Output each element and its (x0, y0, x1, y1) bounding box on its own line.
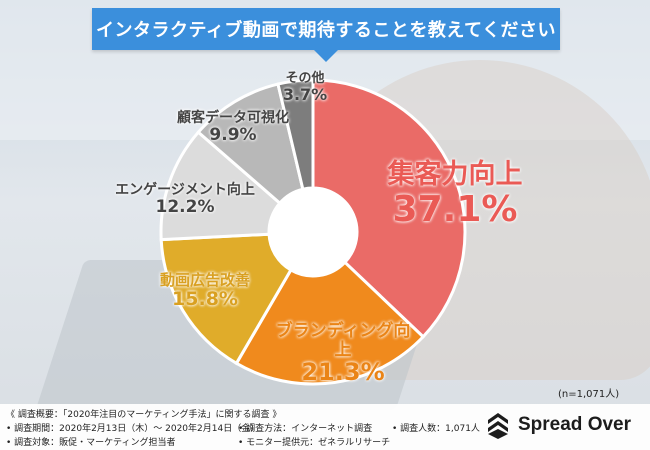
chart-title: インタラクティブ動画で期待することを教えてください (92, 8, 560, 50)
spread-over-logo-icon (488, 413, 508, 439)
slice-label: ブランディング向上 21.3% (268, 322, 418, 386)
survey-target: • 調査対象：販促・マーケティング担当者 (6, 438, 176, 448)
brand-name: Spread Over (518, 414, 631, 435)
slice-label: 顧客データ可視化 9.9% (158, 110, 308, 146)
brand-logo: Spread Over (484, 410, 631, 440)
slice-label-value: 37.1% (392, 188, 518, 230)
slice-label: その他 3.7% (270, 71, 340, 105)
donut-hole (269, 188, 357, 276)
survey-count: • 調査人数：1,071人 (392, 424, 480, 434)
survey-period: • 調査期間：2020年2月13日（木）～ 2020年2月14日（金） (6, 424, 260, 434)
pie-slice (311, 78, 467, 339)
slice-label-value: 3.7% (282, 85, 328, 105)
slice-label: 動画広告改善 15.8% (140, 272, 270, 309)
slice-label-value: 21.3% (301, 358, 385, 387)
slice-label-name: 顧客データ可視化 (177, 110, 289, 126)
survey-footer: 《 調査概要：「2020年注目のマーケティング手法」に関する調査 》 • 調査期… (0, 404, 650, 450)
slice-label-name: エンゲージメント向上 (115, 182, 255, 198)
slice-label: エンゲージメント向上 12.2% (100, 182, 270, 218)
survey-overview: 《 調査概要：「2020年注目のマーケティング手法」に関する調査 》 (6, 410, 282, 420)
slice-label-value: 9.9% (209, 125, 257, 146)
slice-label-name: 集客力向上 (387, 159, 523, 190)
slice-label-name: その他 (285, 71, 325, 86)
slice-label-name: 動画広告改善 (159, 271, 250, 289)
slice-label: 集客力向上 37.1% (370, 160, 540, 229)
survey-method: • 調査方法：インターネット調査 (238, 424, 373, 434)
slice-label-value: 15.8% (172, 287, 238, 310)
slice-label-value: 12.2% (155, 197, 215, 218)
slice-label-name: ブランディング向上 (275, 321, 411, 360)
sample-size-note: (n=1,071人) (558, 389, 620, 400)
title-pointer (314, 50, 338, 62)
survey-provider: • モニター提供元：ゼネラルリサーチ (238, 438, 391, 448)
